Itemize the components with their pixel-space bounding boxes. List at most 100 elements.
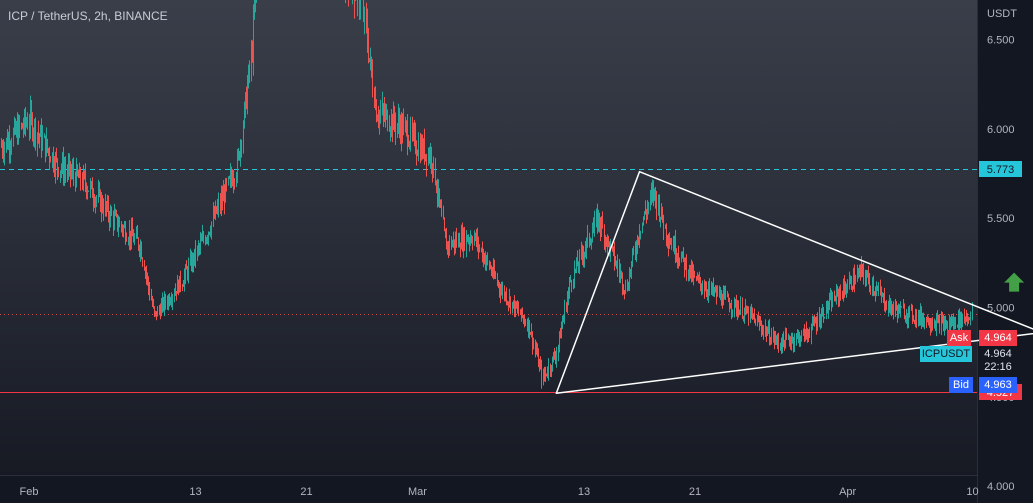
candle-body [459, 237, 460, 248]
candle-body [826, 302, 827, 318]
candle-body [482, 248, 483, 259]
candle-body [732, 309, 733, 311]
candle-body [579, 252, 580, 266]
candle-body [154, 307, 155, 314]
candle-body [767, 332, 768, 336]
candle-body [852, 287, 853, 289]
candle-body [614, 249, 615, 264]
candle-body [686, 260, 687, 275]
candle-body [965, 318, 966, 320]
candle-body [382, 106, 383, 112]
candle-body [868, 273, 869, 279]
candle-body [964, 315, 965, 320]
candle-body [954, 318, 955, 324]
candle-body [550, 365, 551, 370]
candle-body [558, 345, 559, 354]
candle-body [897, 309, 898, 317]
candle-body [652, 189, 653, 193]
candle-body [913, 318, 914, 320]
candle-body [828, 306, 829, 311]
bid-label: Bid [949, 377, 973, 393]
candle-body [944, 323, 945, 329]
candle-body [768, 326, 769, 333]
candle-body [839, 291, 840, 299]
candle-body [466, 235, 467, 248]
candle-body [369, 58, 370, 60]
candle-body [819, 315, 820, 325]
triangle-pattern[interactable] [555, 170, 1033, 395]
candle-body [354, 0, 355, 1]
candle-body [655, 188, 656, 197]
candle-body [88, 190, 89, 192]
candle-body [132, 227, 133, 237]
candle-body [537, 351, 538, 354]
candle-body [464, 231, 465, 248]
candle-body [775, 339, 776, 342]
price-tick-label: 5.500 [987, 213, 1015, 225]
candle-body [645, 211, 646, 213]
candle-body [168, 297, 169, 305]
candle-body [371, 57, 372, 74]
candle-body [80, 169, 81, 183]
candle-body [942, 318, 943, 320]
candle-body [224, 192, 225, 202]
candle-body [111, 210, 112, 215]
candle-body [620, 272, 621, 274]
candle-body [859, 269, 860, 273]
candle-body [407, 125, 408, 145]
candle-body [23, 127, 24, 129]
candle-body [564, 305, 565, 317]
candle-body [646, 212, 647, 214]
candle-body [475, 234, 476, 238]
candle-body [798, 334, 799, 336]
candle-body [498, 282, 499, 284]
candle-body [890, 301, 891, 312]
candle-body [659, 200, 660, 219]
candle-body [832, 295, 833, 307]
candle-body [221, 196, 222, 208]
candle-body [421, 142, 422, 159]
candle-body [121, 222, 122, 227]
candle-body [949, 323, 950, 327]
candle-body [950, 320, 951, 324]
candle-body [668, 241, 669, 246]
candle-body [138, 238, 139, 248]
candle-body [759, 320, 760, 324]
candle-body [123, 227, 124, 231]
candle-body [160, 310, 161, 316]
ask-label: Ask [947, 330, 971, 346]
candle-body [39, 135, 40, 137]
candle-body [515, 302, 516, 312]
symbol-title[interactable]: ICP / TetherUS, 2h, BINANCE [8, 9, 168, 23]
up-arrow-icon[interactable] [1004, 272, 1025, 292]
candle-body [517, 307, 518, 309]
candle-body [393, 111, 394, 131]
candle-body [195, 248, 196, 258]
candle-body [577, 259, 578, 266]
time-axis[interactable] [0, 475, 977, 503]
candle-body [429, 152, 430, 160]
candle-body [451, 240, 452, 247]
price-axis[interactable] [977, 0, 1033, 503]
candle-body [900, 306, 901, 314]
candle-body [683, 251, 684, 258]
candle-body [144, 263, 145, 270]
price-tick-label: 6.500 [987, 34, 1015, 46]
candle-body [253, 16, 254, 58]
candle-body [609, 242, 610, 254]
candle-body [532, 331, 533, 347]
candle-body [188, 263, 189, 276]
candle-body [225, 181, 226, 202]
candle-body [651, 192, 652, 195]
candle-body [796, 334, 797, 341]
candle-body [117, 214, 118, 228]
price-tick-label: 5.000 [987, 302, 1015, 314]
candle-body [360, 0, 361, 5]
candle-body [583, 255, 584, 259]
candle-body [241, 143, 242, 145]
candle-body [53, 153, 54, 167]
candle-body [574, 269, 575, 283]
candle-body [6, 138, 7, 146]
